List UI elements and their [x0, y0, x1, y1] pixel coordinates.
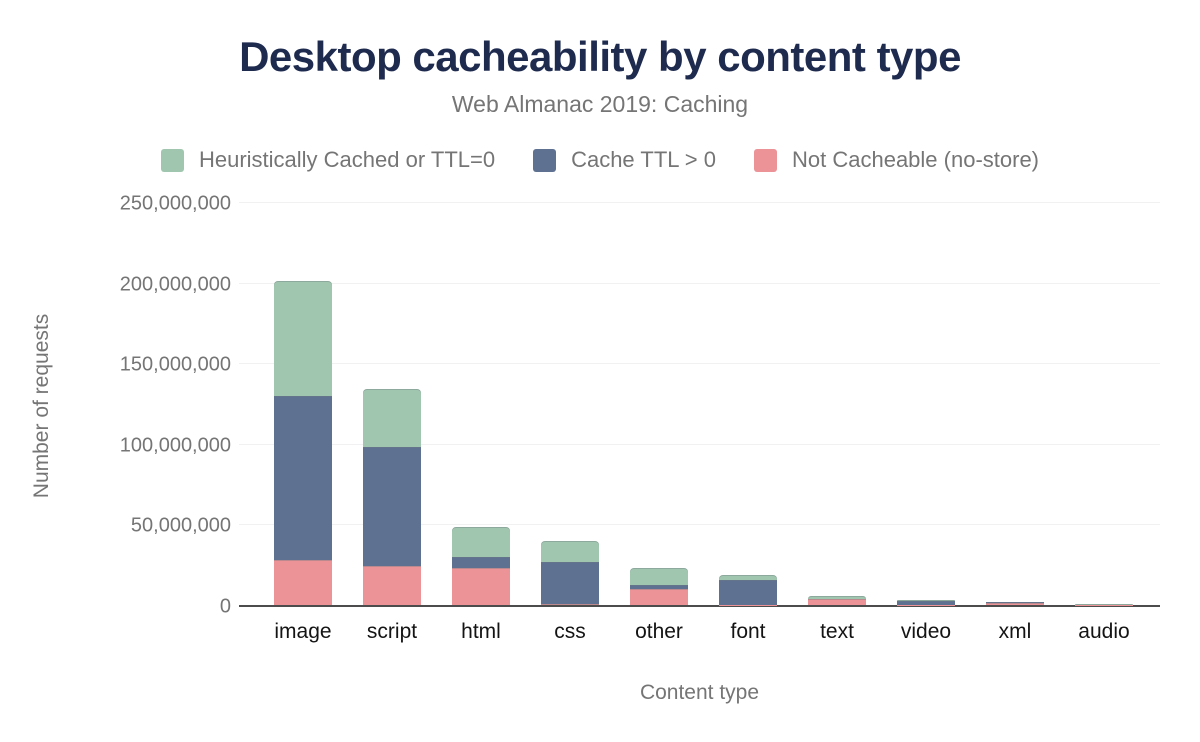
bar-segment[interactable] [363, 389, 421, 448]
bar-segment[interactable] [274, 396, 332, 560]
chart-subtitle: Web Almanac 2019: Caching [451, 91, 749, 117]
legend-item: Heuristically Cached or TTL=0 [160, 147, 496, 173]
x-label-css: css [554, 620, 586, 643]
bar-other [630, 567, 688, 605]
bar-segment[interactable] [808, 599, 866, 605]
bar-segment[interactable] [541, 604, 599, 605]
x-label-script: script [366, 620, 418, 643]
bar-segment[interactable] [719, 579, 777, 605]
bar-segment[interactable] [897, 599, 955, 601]
x-label-html: html [461, 620, 501, 643]
bar-font [719, 575, 777, 605]
y-tick-label: 150,000,000 [119, 353, 231, 376]
bar-script [363, 389, 421, 605]
y-tick-label: 0 [219, 595, 231, 618]
plot-area [239, 202, 1160, 607]
x-label-audio: audio [1078, 620, 1130, 643]
legend: Heuristically Cached or TTL=0 Cache TTL >… [0, 147, 1200, 173]
bar-segment[interactable] [274, 281, 332, 397]
bar-css [541, 540, 599, 605]
y-axis-ticks: 0 50,000,000 100,000,000 150,000,000 200,000… [31, 193, 231, 618]
x-label-xml: xml [998, 620, 1032, 643]
legend-label: Cache TTL > 0 [571, 147, 716, 172]
legend-item: Cache TTL > 0 [533, 147, 716, 173]
x-label-video: video [900, 620, 952, 643]
x-label-font: font [730, 620, 766, 643]
bar-segment[interactable] [274, 559, 332, 605]
bar-segment[interactable] [986, 602, 1044, 605]
y-tick-label: 100,000,000 [119, 434, 231, 457]
bar-video [897, 599, 955, 605]
bar-segment[interactable] [452, 526, 510, 557]
x-label-other: other [635, 620, 683, 643]
bar-segment[interactable] [452, 567, 510, 605]
x-axis-labels: image script html css other font text video xml a… [239, 620, 1160, 648]
x-axis-title: Content type [639, 681, 760, 704]
bar-segment[interactable] [808, 598, 866, 600]
bar-segment[interactable] [363, 565, 421, 605]
chart-title: Desktop cacheability by content type [239, 33, 961, 80]
legend-swatch-icon [160, 148, 184, 172]
bar-html [452, 526, 510, 605]
x-label-image: image [274, 620, 332, 643]
bar-segment[interactable] [541, 540, 599, 563]
gridline [239, 524, 1160, 526]
bar-segment[interactable] [363, 447, 421, 566]
gridline [239, 282, 1160, 284]
y-tick-label: 50,000,000 [130, 514, 231, 537]
gridline [239, 363, 1160, 365]
x-label-text: text [820, 620, 854, 643]
bar-segment[interactable] [630, 584, 688, 589]
bar-segment[interactable] [897, 600, 955, 605]
y-tick-label: 250,000,000 [119, 192, 231, 215]
bar-segment[interactable] [630, 567, 688, 585]
bar-segment[interactable] [808, 595, 866, 599]
bar-segment[interactable] [719, 575, 777, 580]
legend-item: Not Cacheable (no-store) [754, 147, 1039, 173]
legend-label: Not Cacheable (no-store) [792, 147, 1040, 172]
legend-swatch-icon [533, 148, 557, 172]
legend-swatch-icon [754, 148, 777, 172]
bar-segment[interactable] [630, 588, 688, 605]
bar-segment[interactable] [452, 556, 510, 568]
bar-xml [986, 601, 1044, 605]
legend-label: Heuristically Cached or TTL=0 [198, 147, 496, 172]
gridline [239, 202, 1160, 203]
bar-text [808, 595, 866, 605]
bar-audio [1075, 604, 1133, 605]
y-tick-label: 200,000,000 [119, 273, 231, 296]
bar-segment[interactable] [541, 562, 599, 605]
gridline [239, 443, 1160, 445]
bar-image [274, 281, 332, 605]
